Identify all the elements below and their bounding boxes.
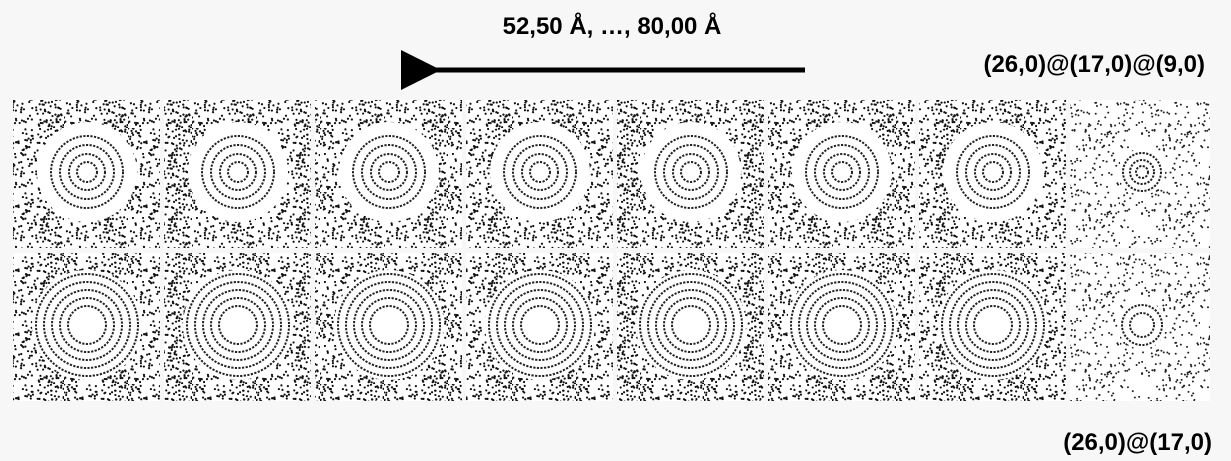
snapshot xyxy=(1070,253,1210,401)
snapshot xyxy=(164,100,311,248)
core-clear xyxy=(485,270,595,380)
core-clear xyxy=(334,270,444,380)
snapshot xyxy=(164,253,311,401)
page: 52,50 Å, …, 80,00 Å (26,0)@(17,0)@(9,0) … xyxy=(0,0,1231,461)
title: 52,50 Å, …, 80,00 Å xyxy=(503,12,722,40)
snapshot xyxy=(13,253,160,401)
core-clear xyxy=(1119,149,1165,195)
snapshot xyxy=(617,253,764,401)
core-clear xyxy=(1118,301,1166,349)
core-clear xyxy=(32,270,142,380)
snapshot xyxy=(768,253,915,401)
snapshot xyxy=(617,100,764,248)
snapshot xyxy=(466,253,613,401)
snapshot xyxy=(466,100,613,248)
top-row-label: (26,0)@(17,0)@(9,0) xyxy=(983,51,1205,78)
snapshot xyxy=(919,100,1066,248)
bottom-row-label: (26,0)@(17,0) xyxy=(1063,429,1212,456)
snapshot xyxy=(1070,100,1210,248)
core-clear xyxy=(636,270,746,380)
figure: 52,50 Å, …, 80,00 Å (26,0)@(17,0)@(9,0) … xyxy=(0,0,1231,461)
snapshot xyxy=(919,253,1066,401)
snapshot xyxy=(315,253,462,401)
snapshot xyxy=(13,100,160,248)
core-clear xyxy=(183,270,293,380)
core-clear xyxy=(787,270,897,380)
core-clear xyxy=(938,270,1048,380)
snapshot xyxy=(768,100,915,248)
snapshot xyxy=(315,100,462,248)
